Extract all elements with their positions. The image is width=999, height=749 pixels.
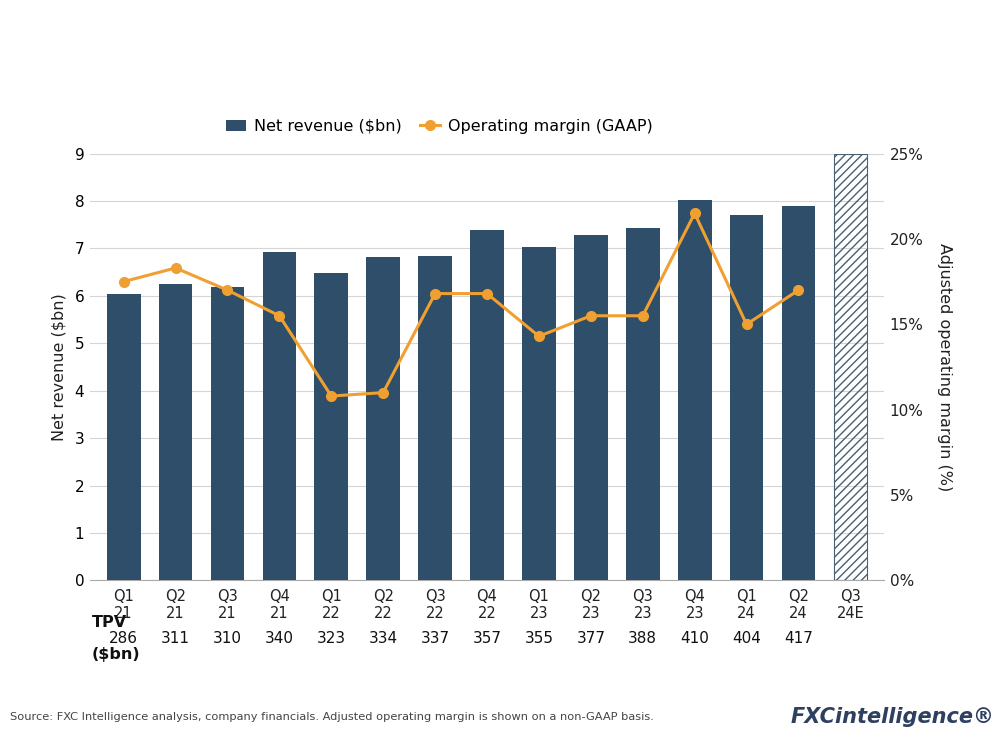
Bar [833,154,867,580]
Text: 340: 340 [265,631,294,646]
Bar [471,231,503,580]
Text: TPV: TPV [92,616,127,631]
Text: ($bn): ($bn) [92,647,140,662]
Bar [211,288,245,580]
Bar [315,273,349,580]
Bar [574,234,607,580]
Text: 311: 311 [161,631,190,646]
Text: 334: 334 [369,631,398,646]
Text: 410: 410 [680,631,709,646]
Y-axis label: Adjusted operating margin (%): Adjusted operating margin (%) [937,243,952,491]
Text: 310: 310 [213,631,242,646]
Text: FXCintelligence®: FXCintelligence® [790,706,994,727]
Bar [729,215,763,580]
Text: 404: 404 [732,631,761,646]
Text: 357: 357 [473,631,501,646]
Text: Source: FXC Intelligence analysis, company financials. Adjusted operating margin: Source: FXC Intelligence analysis, compa… [10,712,654,721]
Bar [522,246,555,580]
Y-axis label: Net revenue ($bn): Net revenue ($bn) [51,293,66,441]
Bar [677,199,711,580]
Text: 355: 355 [524,631,553,646]
Text: 377: 377 [576,631,605,646]
Bar [419,255,452,580]
Bar [159,285,193,580]
Bar [367,258,400,580]
Bar [107,294,141,580]
Legend: Net revenue ($bn), Operating margin (GAAP): Net revenue ($bn), Operating margin (GAA… [220,112,658,140]
Bar [625,228,659,580]
Text: 337: 337 [421,631,450,646]
Text: 388: 388 [628,631,657,646]
Bar [781,206,815,580]
Text: PayPal quarterly net revenue, operating margin and total payment volume: PayPal quarterly net revenue, operating … [13,89,665,107]
Text: 323: 323 [317,631,346,646]
Bar [263,252,297,580]
Text: 417: 417 [784,631,813,646]
Text: PayPal beats revenue expectations in Q2 2024: PayPal beats revenue expectations in Q2 … [13,27,705,53]
Text: 286: 286 [109,631,138,646]
